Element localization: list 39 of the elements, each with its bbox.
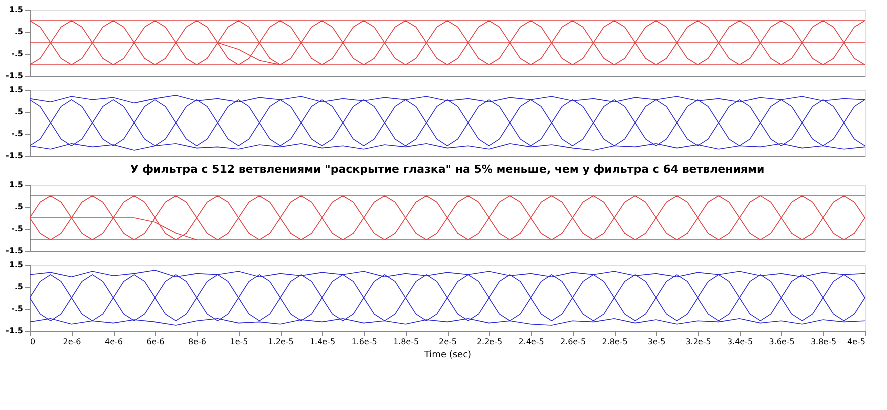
text: У фильтра с 512 ветвлениями "раскрытие глазка" на 5% меньше, чем у фильтра с 64 ветвлениями [130, 163, 765, 176]
y-tick-label: 1.5 [9, 180, 24, 190]
x-tick-label: 2.8e-5 [602, 338, 628, 346]
x-tick-label: 3.2e-5 [686, 338, 712, 346]
x-tick-label: 1.4e-5 [310, 338, 336, 346]
y-tick-label: 1.5 [9, 260, 24, 270]
y-tick-label: -1.5 [6, 326, 24, 336]
x-tick-label: 0 [30, 338, 36, 346]
x-tick-label: 4e-5 [848, 338, 866, 346]
y-tick-label: -.5 [12, 304, 24, 314]
x-tick-label: 1.8e-5 [393, 338, 420, 346]
x-tick-label: 1.6e-5 [352, 338, 378, 346]
y-tick-label: -.5 [12, 130, 24, 138]
y-tick-label: .5 [14, 202, 24, 212]
x-tick-label: 3.8e-5 [810, 338, 837, 346]
y-tick-label: .5 [14, 282, 24, 292]
y-tick-label: .5 [14, 28, 24, 36]
x-tick-label: 2.2e-5 [476, 338, 503, 346]
y-tick-label: -1.5 [6, 72, 24, 80]
x-tick-label: 8e-6 [188, 338, 206, 346]
x-tick-label: 3.6e-5 [769, 338, 795, 346]
y-tick-label: -1.5 [6, 152, 24, 160]
x-tick-label: 2e-6 [63, 338, 82, 346]
x-axis-title: Time (sec) [423, 350, 472, 360]
y-tick-label: 1.5 [9, 6, 24, 14]
x-tick-label: 2.6e-5 [560, 338, 586, 346]
x-tick-label: 3e-5 [648, 338, 666, 346]
x-tick-label: 3.4e-5 [727, 338, 754, 346]
x-tick-label: 1.2e-5 [268, 338, 294, 346]
y-tick-label: .5 [14, 108, 24, 116]
y-tick-label: 1.5 [9, 86, 24, 94]
x-tick-label: 6e-6 [146, 338, 165, 346]
y-tick-label: -1.5 [6, 246, 24, 256]
x-tick-label: 1e-5 [230, 338, 248, 346]
y-tick-label: -.5 [12, 224, 24, 234]
y-tick-label: -.5 [12, 50, 24, 58]
x-tick-label: 2e-5 [439, 338, 457, 346]
x-tick-label: 2.4e-5 [518, 338, 544, 346]
x-tick-label: 4e-6 [105, 338, 123, 346]
